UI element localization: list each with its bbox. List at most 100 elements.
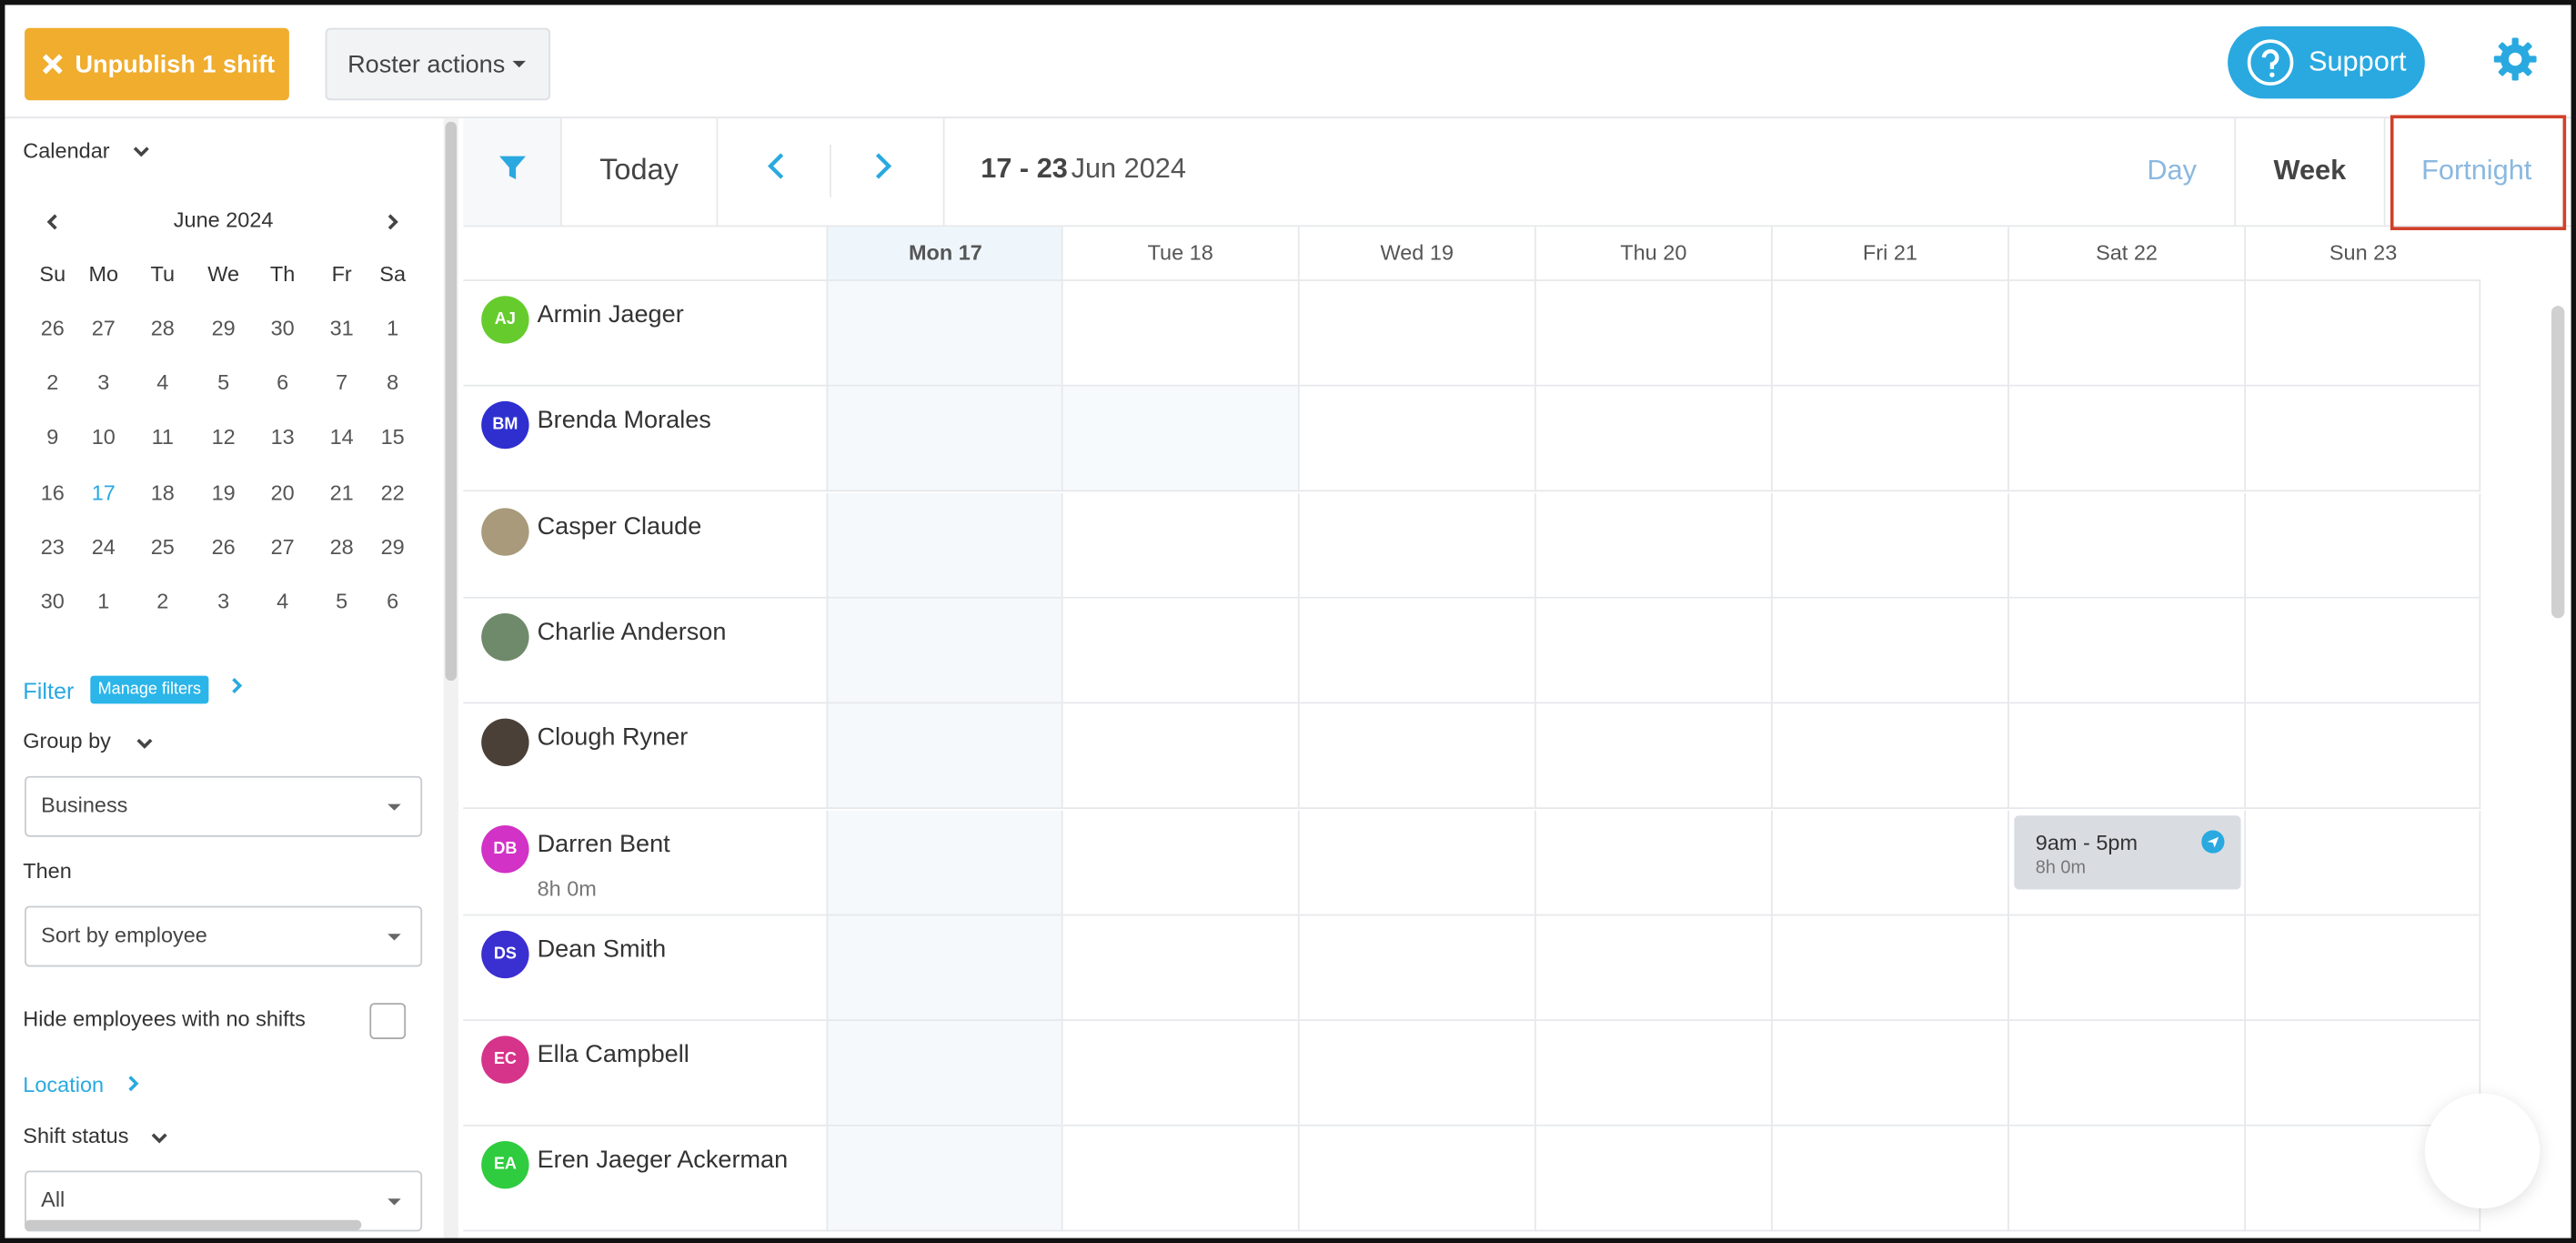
calendar-day[interactable]: 13 (270, 424, 295, 450)
day-cell[interactable] (826, 492, 1063, 598)
calendar-day[interactable]: 14 (329, 424, 354, 450)
day-cell[interactable] (1061, 1021, 1298, 1127)
calendar-day[interactable]: 29 (211, 315, 236, 341)
prev-month[interactable] (45, 212, 61, 232)
day-cell[interactable] (1534, 809, 1771, 915)
calendar-day[interactable]: 12 (211, 424, 236, 450)
group-by-toggle[interactable] (135, 735, 155, 752)
day-cell[interactable] (2007, 492, 2245, 598)
calendar-day[interactable]: 4 (156, 369, 169, 395)
view-tab[interactable]: Week (2234, 118, 2383, 226)
roster-actions-button[interactable]: Roster actions (325, 27, 551, 101)
day-cell[interactable] (1061, 915, 1298, 1021)
day-cell[interactable] (1297, 703, 1535, 810)
calendar-day[interactable]: 3 (97, 369, 110, 395)
day-cell[interactable] (2007, 387, 2245, 492)
day-cell[interactable] (2244, 809, 2481, 915)
day-cell[interactable] (1770, 280, 2008, 387)
shift-status-select[interactable]: All (25, 1170, 423, 1232)
day-cell[interactable] (826, 387, 1063, 492)
support-button[interactable]: Support (2228, 25, 2425, 99)
day-cell[interactable] (1534, 1021, 1771, 1127)
day-cell[interactable] (1770, 915, 2008, 1021)
day-cell[interactable] (1534, 1127, 1771, 1233)
day-cell[interactable] (1297, 387, 1535, 492)
calendar-day[interactable]: 30 (40, 588, 65, 613)
day-cell[interactable] (1061, 809, 1298, 915)
calendar-day[interactable]: 28 (329, 533, 354, 559)
calendar-day[interactable]: 9 (46, 424, 59, 450)
calendar-day[interactable]: 22 (380, 479, 405, 504)
calendar-day[interactable]: 19 (211, 479, 236, 504)
day-cell[interactable] (1061, 387, 1298, 492)
calendar-day[interactable]: 1 (97, 588, 110, 613)
day-cell[interactable] (1534, 492, 1771, 598)
day-cell[interactable] (1297, 598, 1535, 704)
view-tab[interactable]: Fortnight (2383, 118, 2568, 226)
day-cell[interactable] (2244, 703, 2481, 810)
next-week[interactable] (870, 151, 893, 181)
day-cell[interactable] (2244, 598, 2481, 704)
calendar-day[interactable]: 6 (277, 369, 289, 395)
day-cell[interactable] (2244, 280, 2481, 387)
filter-link[interactable]: Filter (23, 677, 75, 704)
day-cell[interactable] (1061, 703, 1298, 810)
day-cell[interactable] (826, 1127, 1063, 1233)
filter-button[interactable] (463, 118, 562, 226)
calendar-day[interactable]: 26 (211, 533, 236, 559)
day-cell[interactable] (1061, 598, 1298, 704)
calendar-day[interactable]: 25 (150, 533, 175, 559)
day-cell[interactable] (1534, 915, 1771, 1021)
manage-filters-badge[interactable]: Manage filters (90, 675, 209, 704)
today-button[interactable]: Today (562, 118, 719, 226)
calendar-day[interactable]: 31 (329, 315, 354, 341)
calendar-day[interactable]: 29 (380, 533, 405, 559)
calendar-day[interactable]: 7 (336, 369, 348, 395)
unpublish-button[interactable]: Unpublish 1 shift (25, 27, 289, 101)
day-cell[interactable] (2007, 1021, 2245, 1127)
day-cell[interactable] (826, 809, 1063, 915)
day-cell[interactable] (1297, 915, 1535, 1021)
hide-checkbox[interactable] (369, 1003, 407, 1039)
calendar-day[interactable]: 1 (387, 315, 399, 341)
day-cell[interactable] (2244, 387, 2481, 492)
day-cell[interactable] (1297, 809, 1535, 915)
day-cell[interactable] (2244, 915, 2481, 1021)
calendar-day[interactable]: 5 (217, 369, 230, 395)
prev-week[interactable] (766, 151, 789, 181)
day-cell[interactable] (1297, 280, 1535, 387)
filter-expand[interactable] (228, 676, 245, 696)
day-cell[interactable] (2244, 492, 2481, 598)
view-tab[interactable]: Day (2147, 154, 2197, 187)
calendar-day[interactable]: 27 (270, 533, 295, 559)
calendar-day[interactable]: 6 (387, 588, 399, 613)
chat-bubble[interactable] (2424, 1093, 2541, 1209)
day-cell[interactable] (1770, 703, 2008, 810)
day-cell[interactable] (826, 598, 1063, 704)
calendar-day[interactable]: 27 (91, 315, 116, 341)
day-cell[interactable] (1770, 492, 2008, 598)
calendar-day[interactable]: 16 (40, 479, 65, 504)
settings-icon[interactable] (2493, 37, 2537, 81)
calendar-day[interactable]: 10 (91, 424, 116, 450)
calendar-day[interactable]: 4 (277, 588, 289, 613)
day-cell[interactable] (2007, 598, 2245, 704)
day-cell[interactable] (1061, 492, 1298, 598)
calendar-day[interactable]: 2 (156, 588, 169, 613)
calendar-day[interactable]: 3 (217, 588, 230, 613)
day-cell[interactable] (1297, 492, 1535, 598)
day-cell[interactable] (1534, 703, 1771, 810)
calendar-day[interactable]: 28 (150, 315, 175, 341)
shift-status-toggle[interactable] (149, 1129, 169, 1146)
day-cell[interactable] (2007, 915, 2245, 1021)
calendar-day[interactable]: 17 (91, 479, 116, 504)
day-cell[interactable] (1534, 598, 1771, 704)
calendar-day[interactable]: 24 (91, 533, 116, 559)
day-cell[interactable] (1297, 1021, 1535, 1127)
calendar-day[interactable]: 2 (46, 369, 59, 395)
day-cell[interactable] (1770, 598, 2008, 704)
shift-card[interactable]: 9am - 5pm 8h 0m (2014, 814, 2241, 889)
day-cell[interactable] (826, 1021, 1063, 1127)
calendar-day[interactable]: 26 (40, 315, 65, 341)
group-by-select[interactable]: Business (25, 775, 423, 837)
